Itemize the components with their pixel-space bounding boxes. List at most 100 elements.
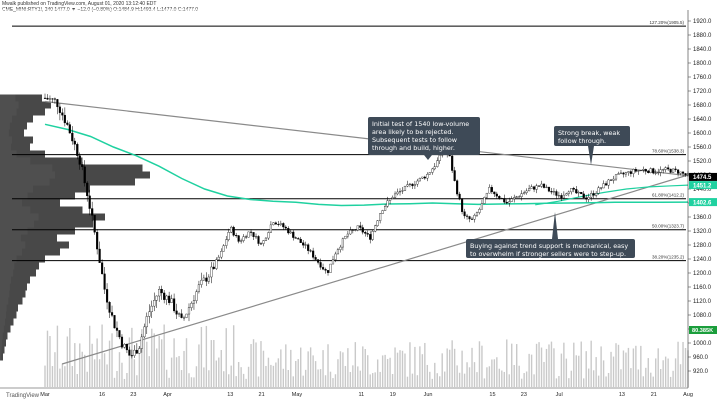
candle-body <box>413 184 416 187</box>
volume-bar <box>386 358 389 387</box>
ma-line-slow <box>44 123 689 207</box>
candle-body <box>185 313 188 318</box>
candle-body <box>304 244 307 246</box>
candle-body <box>170 298 173 303</box>
volume-bar <box>473 362 476 387</box>
candle-body <box>321 267 325 270</box>
price-badge-ma <box>689 198 717 207</box>
volume-bar <box>272 365 275 387</box>
volume-bar <box>136 375 138 387</box>
candle-body <box>398 190 402 193</box>
profile-bar <box>0 304 18 312</box>
profile-bar <box>0 353 3 361</box>
candle-body <box>58 106 61 113</box>
x-tick-label: 21 <box>651 392 657 398</box>
candle-body <box>56 99 59 108</box>
profile-value-area <box>0 353 2 361</box>
profile-bar <box>0 164 143 172</box>
candle-body <box>632 169 635 174</box>
profile-value-area <box>0 192 28 200</box>
volume-bar <box>185 338 188 387</box>
volume-bar <box>93 359 96 387</box>
callout-text-line: Subsequent tests to follow <box>372 136 457 144</box>
volume-bar <box>434 362 436 387</box>
x-tick-label: Jun <box>424 392 433 398</box>
profile-bar <box>0 150 45 158</box>
volume-bar <box>637 369 640 387</box>
candle-body <box>148 311 151 317</box>
volume-bar <box>411 373 414 387</box>
volume-bar <box>160 339 163 387</box>
candle-body <box>421 176 424 179</box>
volume-bar <box>205 325 208 387</box>
volume-bar <box>597 375 600 387</box>
profile-bar <box>0 255 45 263</box>
volume-bar <box>587 368 590 387</box>
volume-bar <box>458 372 461 387</box>
y-tick-label: 1120.0 <box>693 299 712 305</box>
candle-body <box>488 187 491 194</box>
candle-body <box>202 277 205 281</box>
volume-bar <box>290 349 292 387</box>
tradingview-watermark: TradingView <box>6 393 40 399</box>
callout-pointer <box>552 212 558 239</box>
candle-body <box>324 269 327 271</box>
x-tick-label: Jul <box>556 392 563 398</box>
callout-box <box>554 126 630 146</box>
profile-bar <box>0 213 105 221</box>
ma-line-fast <box>535 184 689 206</box>
volume-profile <box>0 94 150 361</box>
volume-bar <box>642 376 645 387</box>
volume-bar <box>126 373 128 387</box>
profile-bar <box>0 143 30 151</box>
candle-body <box>515 196 518 198</box>
volume-bar <box>56 325 59 387</box>
volume-bar <box>76 374 78 387</box>
volume-bar <box>354 342 357 387</box>
volume-bar <box>84 354 86 387</box>
profile-bar <box>0 269 36 277</box>
volume-bar <box>312 355 314 387</box>
candle-body <box>264 237 268 241</box>
volume-bar <box>399 350 401 387</box>
candle-body <box>396 191 399 195</box>
candle-body <box>369 234 372 240</box>
profile-value-area <box>0 164 53 172</box>
volume-bar <box>448 349 451 387</box>
candle-body <box>192 300 196 304</box>
candle-body <box>634 169 637 172</box>
volume-bar <box>560 353 563 387</box>
volume-bar <box>508 374 510 387</box>
candle-body <box>592 193 595 196</box>
candle-body <box>483 197 486 204</box>
volume-bar <box>349 371 352 387</box>
x-tick-label: 23 <box>521 392 527 398</box>
candle-body <box>349 230 352 235</box>
candle-body <box>684 173 687 176</box>
candle-body <box>681 171 685 174</box>
candle-body <box>408 183 412 185</box>
volume-bar <box>650 372 652 387</box>
candle-body <box>411 183 414 187</box>
y-tick-label: 1640.0 <box>693 117 712 123</box>
volume-bar <box>218 357 220 387</box>
y-tick-label: 1760.0 <box>693 75 712 81</box>
candle-body <box>465 215 469 217</box>
profile-value-area <box>0 248 22 256</box>
volume-bar <box>91 343 93 387</box>
profile-value-area <box>0 346 2 354</box>
y-tick-label: 1880.0 <box>693 33 712 39</box>
volume-bar <box>429 371 431 387</box>
candle-body <box>513 197 516 200</box>
price-badges: 1474.5 1451.2 1402.6 80.385K <box>689 172 717 334</box>
candle-body <box>91 208 94 216</box>
volume-bar <box>61 363 64 387</box>
y-tick-label: 960.0 <box>693 355 709 361</box>
profile-value-area <box>0 255 17 263</box>
volume-bar <box>255 342 257 387</box>
volume-bar <box>180 370 183 387</box>
volume-bar <box>232 325 235 387</box>
volume-bar <box>183 350 185 387</box>
